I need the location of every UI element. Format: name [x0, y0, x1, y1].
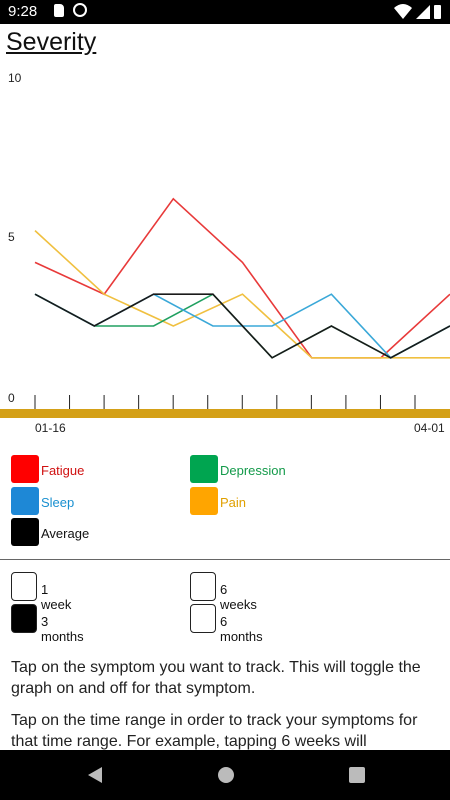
wifi-icon: [394, 4, 412, 19]
legend-label[interactable]: Average: [41, 526, 90, 541]
y-tick-label: 0: [8, 391, 15, 405]
instruction-text-2: Tap on the time range in order to track …: [11, 712, 418, 750]
battery-icon: [434, 5, 441, 19]
legend-label[interactable]: Sleep: [41, 495, 75, 510]
status-time: 9:28: [8, 3, 38, 20]
x-tick-label: 01-16: [35, 421, 66, 435]
back-icon[interactable]: [86, 766, 104, 784]
legend-label[interactable]: Depression: [220, 463, 286, 478]
navigation-bar: [0, 750, 450, 800]
sd-card-icon: [54, 4, 64, 17]
chart-svg: 0 5 10 01-16 04-01: [0, 71, 450, 435]
divider: [0, 559, 450, 560]
page-title: Severity: [6, 28, 97, 56]
legend-swatch[interactable]: [11, 518, 39, 546]
x-tick-label: 04-01: [414, 421, 445, 435]
legend-swatch[interactable]: [190, 455, 218, 483]
x-axis-band: [0, 409, 450, 418]
sync-icon: [73, 3, 87, 17]
range-checkbox[interactable]: [190, 604, 216, 633]
series-line-fatigue: [34, 197, 450, 359]
legend-label[interactable]: Fatigue: [41, 463, 85, 478]
recents-icon[interactable]: [348, 766, 366, 784]
series-line-pain: [34, 230, 450, 359]
series-line-average: [34, 293, 450, 359]
y-tick-label: 10: [8, 71, 22, 85]
y-tick-label: 5: [8, 230, 15, 244]
range-label[interactable]: 1 week: [41, 582, 72, 612]
instruction-text-1: Tap on the symptom you want to track. Th…: [11, 659, 421, 697]
legend-swatch[interactable]: [11, 455, 39, 483]
legend-swatch[interactable]: [11, 487, 39, 515]
range-checkbox[interactable]: [190, 572, 216, 601]
severity-chart: 0 5 10 01-16 04-01: [0, 64, 450, 444]
legend-label[interactable]: Pain: [220, 495, 247, 510]
range-label[interactable]: 6 weeks: [220, 582, 257, 612]
range-label[interactable]: 3 months: [41, 614, 84, 644]
legend-swatch[interactable]: [190, 487, 218, 515]
range-checkbox[interactable]: [11, 604, 37, 633]
cell-signal-icon: [416, 5, 430, 19]
status-icons: [394, 4, 441, 19]
status-bar: 9:28: [0, 0, 450, 24]
range-checkbox[interactable]: [11, 572, 37, 601]
range-label[interactable]: 6 months: [220, 614, 263, 644]
home-icon[interactable]: [217, 766, 235, 784]
